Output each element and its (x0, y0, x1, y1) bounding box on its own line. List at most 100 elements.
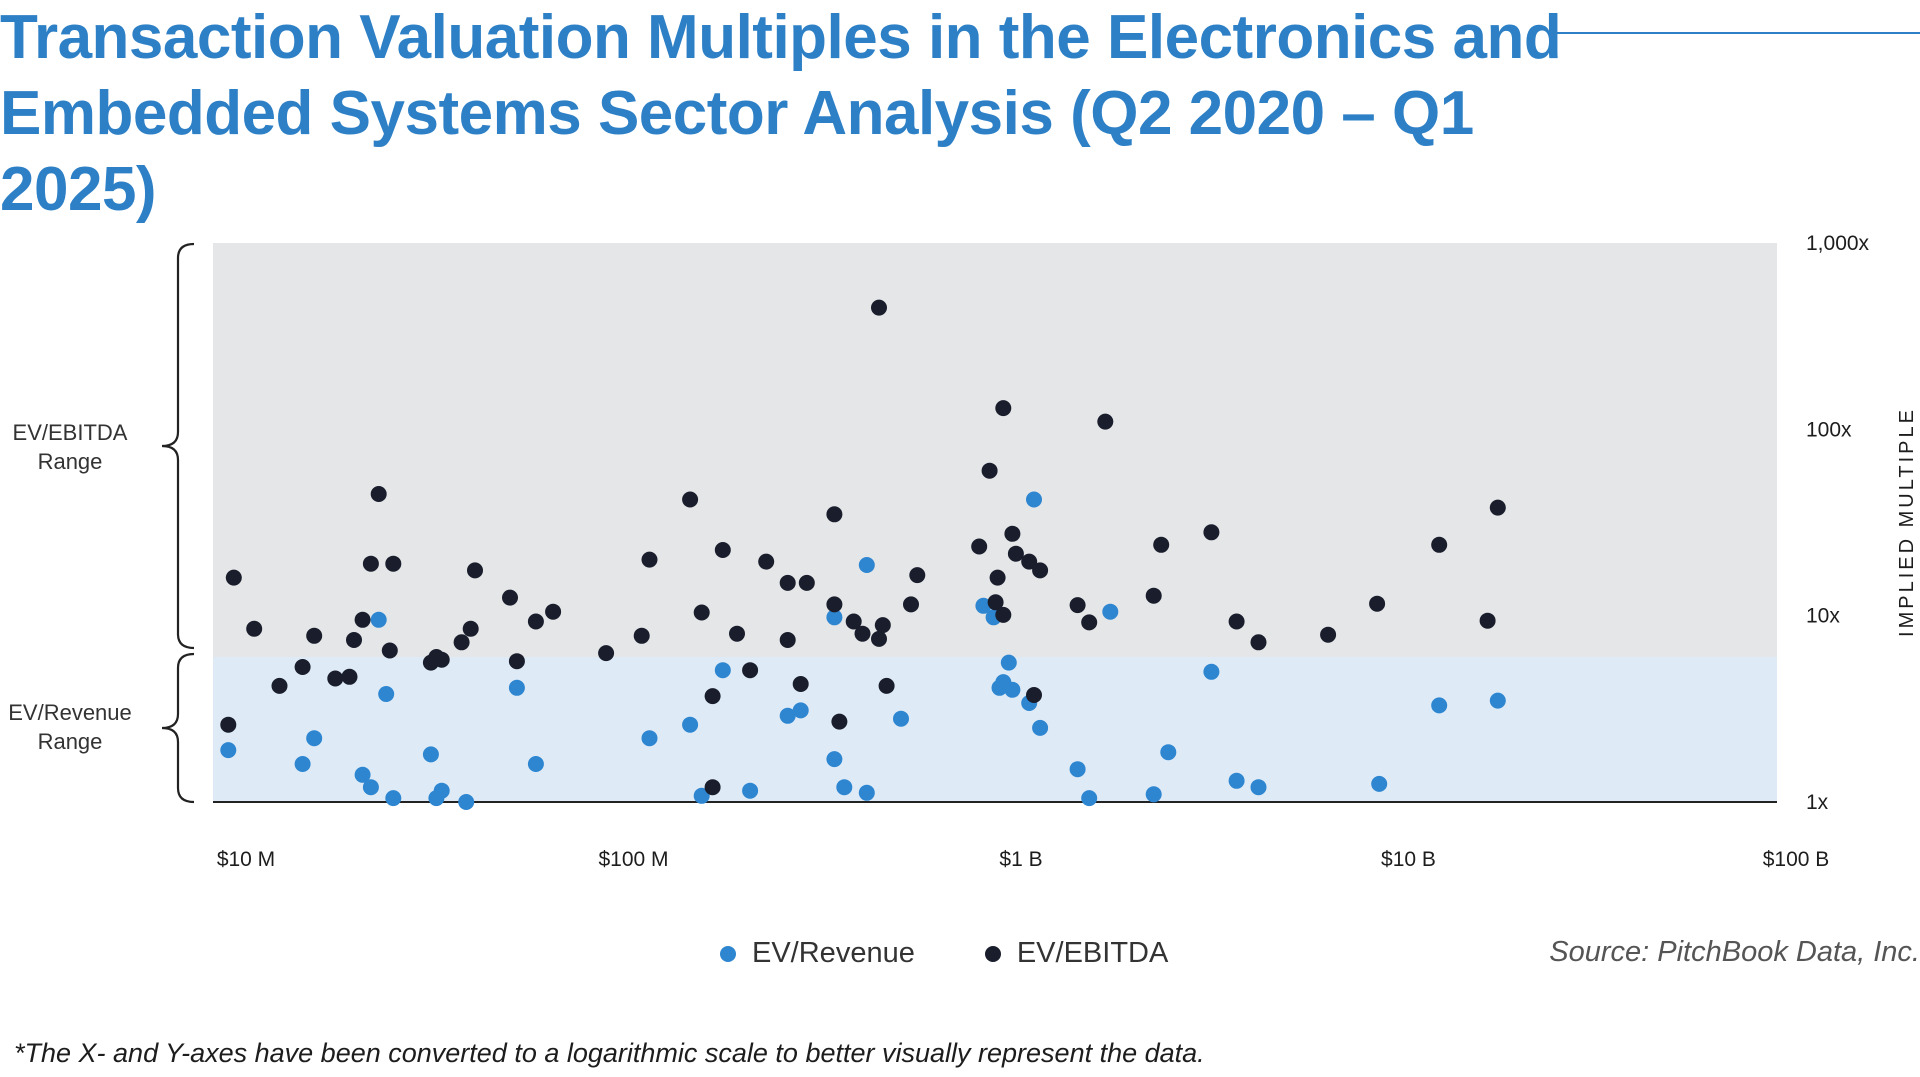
ev-revenue-point (893, 710, 909, 727)
ev-ebitda-point (341, 668, 358, 685)
ev-ebitda-point (831, 713, 848, 730)
ev-ebitda-point (462, 620, 479, 637)
y-axis-label: IMPLIED MULTIPLE (1896, 407, 1918, 637)
ev-ebitda-point (1203, 524, 1220, 541)
ev-revenue-point (792, 702, 809, 719)
ev-ebitda-point (909, 567, 926, 584)
ev-ebitda-point (271, 677, 288, 694)
ev-ebitda-point (1250, 634, 1267, 651)
y-axis-ticks: 1,000x 100x 10x 1x (1806, 232, 1870, 814)
ev-revenue-point (433, 782, 450, 799)
ev-ebitda-point (845, 613, 862, 630)
ev-ebitda-point (598, 645, 615, 662)
ev-ebitda-point (779, 632, 796, 648)
ev-ebitda-point (294, 659, 311, 675)
ev-ebitda-point (385, 555, 402, 572)
ev-ebitda-point (354, 611, 371, 628)
ev-ebitda-point (693, 604, 710, 621)
x-tick-label: $10 M (217, 848, 275, 871)
x-axis-ticks: $10 M $100 M $1 B $10 B $100 B (217, 848, 1829, 871)
ebitda-band (213, 243, 1777, 658)
chart-title: Transaction Valuation Multiples in the E… (0, 3, 1562, 224)
ev-revenue-point (693, 787, 710, 804)
ev-ebitda-point (981, 462, 998, 479)
ev-ebitda-point (327, 670, 344, 687)
ev-ebitda-point (1097, 413, 1114, 430)
ev-ebitda-point (381, 642, 398, 659)
ev-ebitda-point (989, 569, 1006, 586)
x-tick-label: $10 B (1381, 848, 1436, 871)
ev-ebitda-point (527, 613, 544, 630)
ev-revenue-point (1032, 719, 1049, 736)
ev-revenue-point (1371, 775, 1388, 792)
ev-revenue-point (1000, 654, 1017, 671)
ev-ebitda-point (453, 634, 470, 651)
ev-ebitda-point (758, 553, 775, 570)
ev-revenue-point (1102, 603, 1119, 620)
ev-revenue-point (682, 716, 699, 733)
ev-ebitda-point (1145, 587, 1162, 604)
ev-revenue-point (858, 557, 875, 573)
ev-ebitda-point (1069, 597, 1086, 614)
ev-ebitda-point (362, 555, 379, 572)
ev-ebitda-point (729, 625, 745, 642)
ev-ebitda-point (370, 486, 387, 502)
ev-ebitda-point (874, 617, 891, 634)
revenue-range-label-line2: Range (37, 729, 103, 754)
ev-revenue-point (422, 746, 439, 763)
legend-label-ebitda: EV/EBITDA (1016, 937, 1169, 969)
ev-ebitda-point (306, 627, 323, 644)
revenue-range-brace (161, 652, 195, 804)
ev-revenue-point (1145, 786, 1162, 803)
ev-revenue-point (378, 686, 395, 702)
ev-ebitda-point (971, 538, 988, 555)
ev-ebitda-point (742, 662, 759, 679)
title-rule (1552, 32, 1920, 34)
ev-revenue-point (975, 597, 992, 614)
ev-revenue-point (742, 782, 759, 799)
ev-revenue-point (306, 730, 323, 747)
ev-revenue-point (354, 766, 371, 783)
ev-ebitda-point (779, 574, 796, 591)
ev-ebitda-point (641, 551, 658, 568)
ev-revenue-point (362, 779, 379, 796)
ev-ebitda-point (1081, 614, 1098, 631)
y-tick-label: 1,000x (1806, 232, 1870, 255)
legend: EV/Revenue EV/EBITDA (720, 937, 1168, 970)
ev-ebitda-point (433, 651, 450, 668)
footnote: *The X- and Y-axes have been converted t… (14, 1038, 1205, 1068)
ev-revenue-point (458, 794, 475, 810)
ev-ebitda-point (987, 594, 1004, 611)
ebitda-range-brace (161, 242, 195, 650)
legend-swatch-ebitda (984, 945, 1001, 962)
ev-ebitda-point (1431, 536, 1448, 553)
ev-ebitda-point (871, 299, 887, 316)
ev-ebitda-point (1369, 595, 1386, 612)
ev-revenue-point (1203, 663, 1220, 680)
x-tick-label: $100 M (598, 848, 668, 871)
ev-ebitda-point (1228, 613, 1245, 630)
ev-ebitda-point (792, 676, 809, 692)
ev-ebitda-point (995, 606, 1012, 623)
ev-ebitda-point (1007, 545, 1024, 562)
ev-ebitda-point (467, 562, 483, 579)
ev-revenue-point (1004, 681, 1021, 698)
ev-revenue-point (1250, 779, 1267, 796)
ev-ebitda-point (1153, 536, 1170, 553)
ev-ebitda-point (995, 400, 1012, 417)
ev-revenue-point (508, 679, 525, 696)
ev-ebitda-point (704, 688, 721, 705)
ev-ebitda-point (871, 630, 887, 647)
ev-ebitda-point (1320, 626, 1337, 643)
ev-ebitda-point (225, 569, 242, 586)
ebitda-range-label-line2: Range (37, 449, 103, 474)
ev-ebitda-point (633, 627, 650, 644)
ev-ebitda-point (1021, 553, 1038, 570)
x-tick-label: $100 B (1763, 848, 1830, 871)
ev-revenue-point (527, 756, 544, 772)
ev-ebitda-point (246, 620, 263, 637)
ev-ebitda-point (1004, 525, 1021, 542)
ev-ebitda-point (714, 542, 731, 558)
revenue-range-label: EV/Revenue Range (0, 698, 140, 756)
